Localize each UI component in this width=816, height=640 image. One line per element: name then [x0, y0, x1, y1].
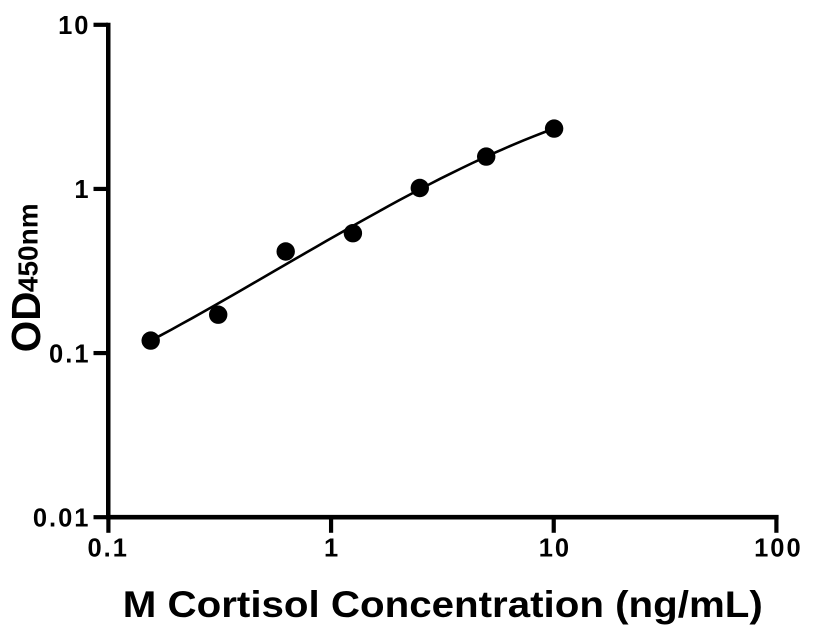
svg-text:450nm: 450nm [13, 203, 44, 292]
svg-text:0.1: 0.1 [87, 534, 128, 562]
svg-text:10: 10 [539, 534, 571, 562]
svg-text:0.01: 0.01 [33, 505, 91, 533]
svg-text:10: 10 [58, 12, 90, 40]
svg-text:1: 1 [74, 176, 90, 204]
svg-text:100: 100 [754, 534, 803, 562]
svg-text:0.1: 0.1 [49, 340, 90, 368]
svg-text:M Cortisol Concentration (ng/m: M Cortisol Concentration (ng/mL) [123, 584, 763, 625]
svg-text:OD: OD [3, 292, 49, 353]
svg-text:1: 1 [324, 534, 340, 562]
